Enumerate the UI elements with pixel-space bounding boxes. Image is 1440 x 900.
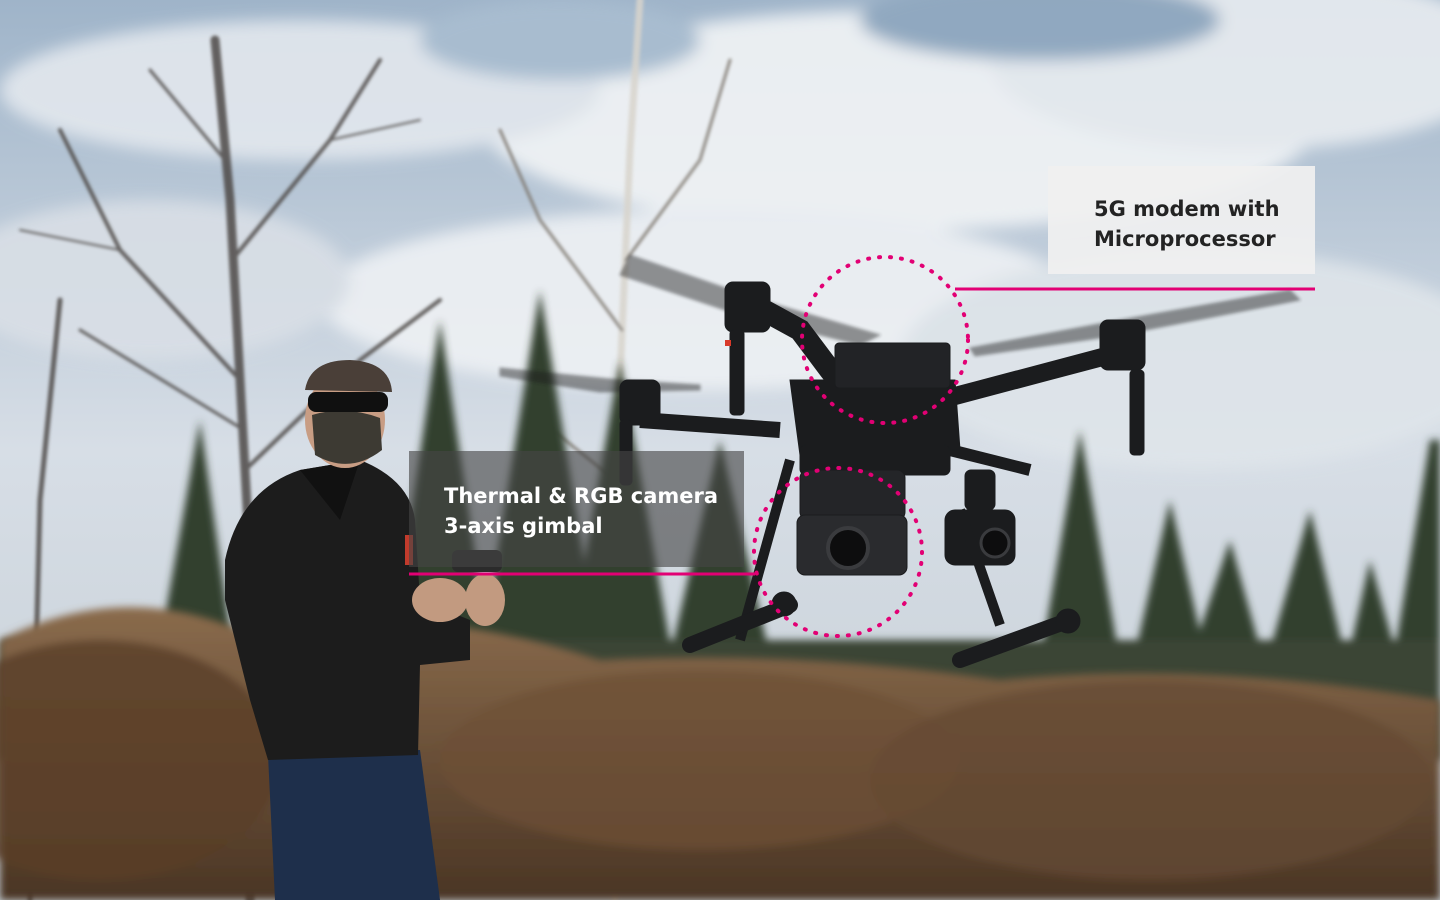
- camera-callout: Thermal & RGB camera 3-axis gimbal: [409, 451, 744, 567]
- modem-box: [834, 342, 951, 389]
- modem-callout-line1: 5G modem with: [1094, 197, 1280, 221]
- modem-highlight-circle: [800, 255, 970, 425]
- camera-annotation: [409, 466, 924, 638]
- hand-right: [465, 574, 505, 626]
- cap: [305, 360, 392, 392]
- drone-pilot: [225, 360, 505, 900]
- camera-highlight-circle: [752, 466, 924, 638]
- sunglasses: [308, 392, 388, 412]
- face-mask: [312, 410, 382, 464]
- modem-callout: 5G modem with Microprocessor: [1048, 166, 1315, 274]
- camera-callout-line2: 3-axis gimbal: [444, 514, 603, 538]
- hand-left: [412, 578, 468, 622]
- camera-callout-line1: Thermal & RGB camera: [444, 484, 719, 508]
- modem-callout-line2: Microprocessor: [1094, 227, 1276, 251]
- quadcopter-drone: [499, 254, 1302, 668]
- modem-annotation: [800, 255, 1315, 425]
- jeans: [268, 750, 440, 900]
